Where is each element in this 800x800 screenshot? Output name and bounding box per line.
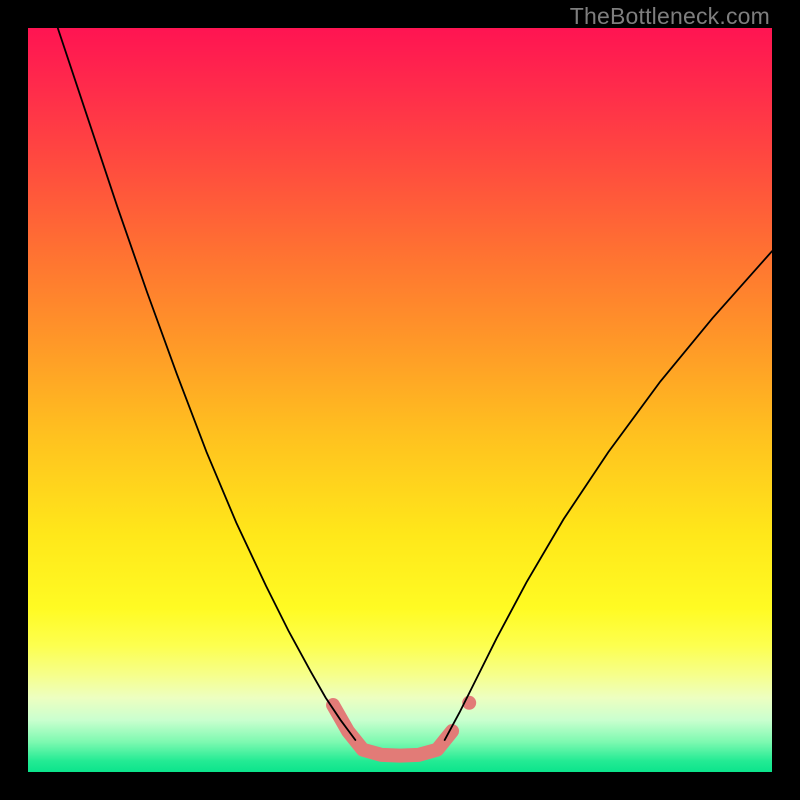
curve-right <box>445 251 772 740</box>
curve-left <box>58 28 356 740</box>
valley-band <box>333 705 452 756</box>
chart-overlay <box>0 0 800 800</box>
watermark-text: TheBottleneck.com <box>570 3 770 30</box>
stage: TheBottleneck.com <box>0 0 800 800</box>
